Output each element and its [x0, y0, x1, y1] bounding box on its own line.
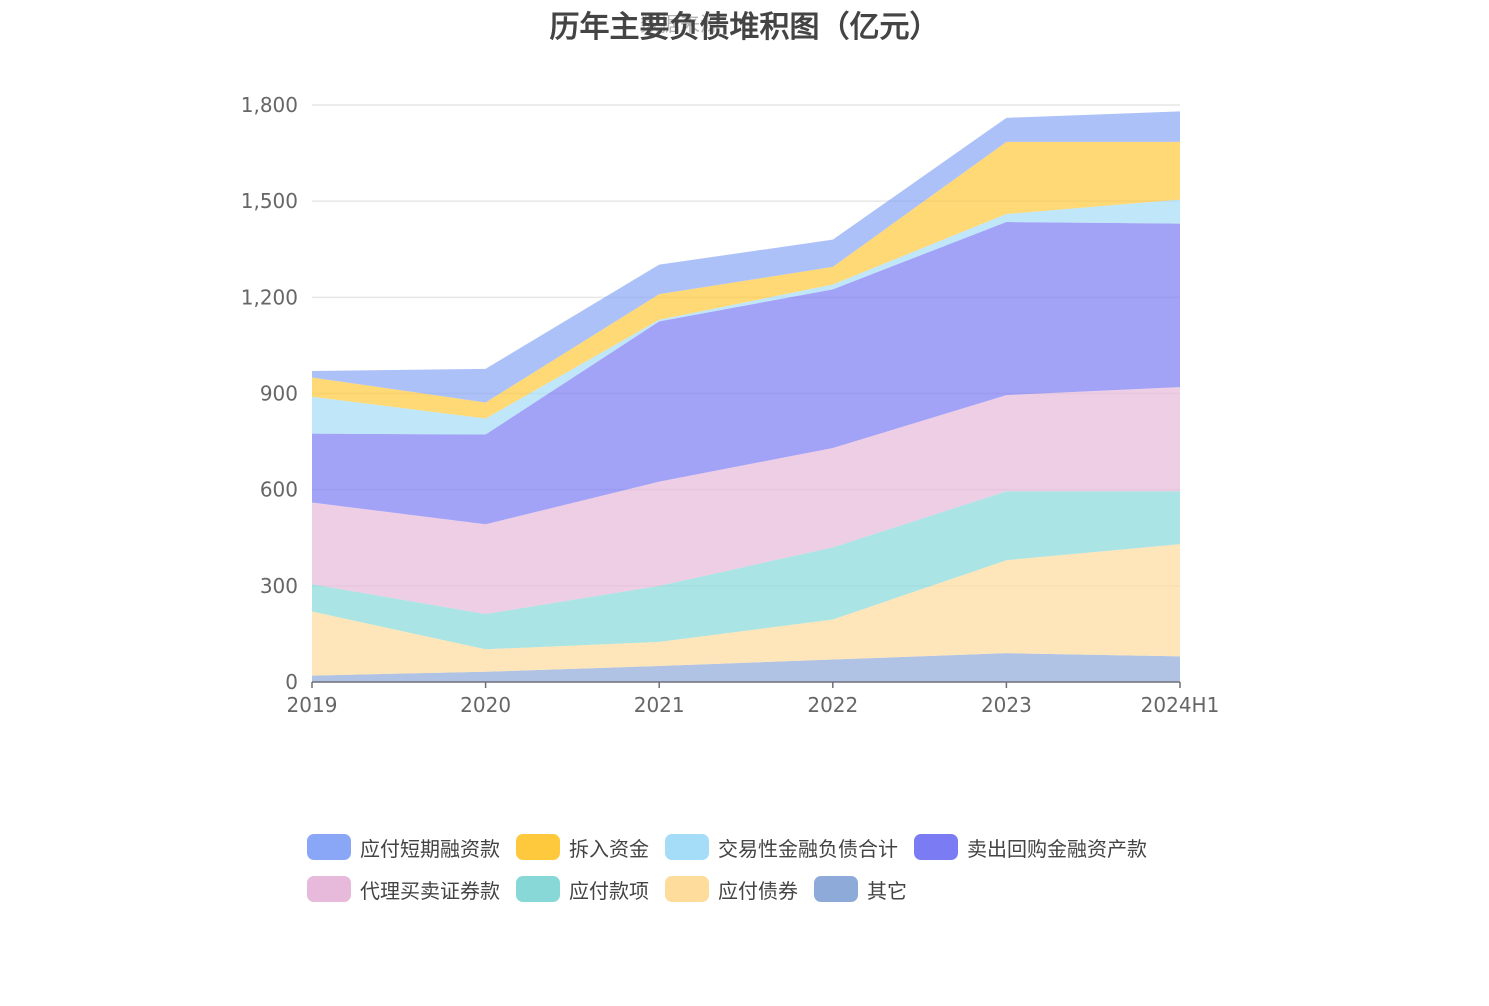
- legend-label: 代理买卖证券款: [360, 878, 500, 903]
- area-series-layer: [312, 111, 1180, 682]
- y-tick-label: 1,800: [241, 93, 298, 117]
- area-应付债券[interactable]: [312, 544, 1180, 676]
- legend-item[interactable]: 代理买卖证券款: [307, 875, 500, 904]
- axes: 0 300 600 900 1,200 1,500 1,800 2019 2020 2021 202…: [241, 93, 1220, 717]
- area-拆入资金[interactable]: [312, 141, 1180, 419]
- legend-swatch: [914, 834, 958, 860]
- legend-item[interactable]: 交易性金融负债合计: [665, 833, 898, 862]
- legend-row: 应付短期融资款 拆入资金 交易性金融负债合计 卖出回购金融资产款: [307, 826, 1207, 868]
- area-其它[interactable]: [312, 653, 1180, 682]
- area-卖出回购金融资产款[interactable]: [312, 222, 1180, 525]
- legend-swatch: [307, 834, 351, 860]
- legend-swatch: [665, 834, 709, 860]
- legend-label: 应付短期融资款: [360, 836, 500, 861]
- watermark-text: 数据来源: [640, 12, 720, 36]
- y-tick-label: 1,500: [241, 189, 298, 213]
- legend: 应付短期融资款 拆入资金 交易性金融负债合计 卖出回购金融资产款 代理买卖证券款 应付款…: [307, 826, 1207, 910]
- legend-label: 其它: [867, 878, 907, 903]
- legend-swatch: [814, 876, 858, 902]
- x-tick-label: 2021: [634, 693, 685, 717]
- legend-swatch: [307, 876, 351, 902]
- x-tick-label: 2024H1: [1141, 693, 1220, 717]
- x-tick-label: 2022: [807, 693, 858, 717]
- area-应付短期融资款[interactable]: [312, 111, 1180, 403]
- y-tick-label: 900: [260, 382, 298, 406]
- legend-row: 代理买卖证券款 应付款项 应付债券 其它: [307, 868, 1207, 910]
- legend-item[interactable]: 应付款项: [516, 875, 649, 904]
- legend-item[interactable]: 拆入资金: [516, 833, 649, 862]
- x-tick-label: 2023: [981, 693, 1032, 717]
- y-tick-label: 600: [260, 478, 298, 502]
- legend-item[interactable]: 应付短期融资款: [307, 833, 500, 862]
- legend-swatch: [665, 876, 709, 902]
- x-tick-label: 2020: [460, 693, 511, 717]
- legend-item[interactable]: 卖出回购金融资产款: [914, 833, 1147, 862]
- legend-label: 应付债券: [718, 878, 798, 903]
- y-tick-label: 0: [285, 670, 298, 694]
- chart-title: 历年主要负债堆积图（亿元）: [549, 10, 940, 45]
- y-tick-label: 300: [260, 574, 298, 598]
- legend-label: 卖出回购金融资产款: [967, 836, 1147, 861]
- legend-item[interactable]: 应付债券: [665, 875, 798, 904]
- area-交易性金融负债合计[interactable]: [312, 199, 1180, 435]
- area-代理买卖证券款[interactable]: [312, 387, 1180, 615]
- legend-swatch: [516, 876, 560, 902]
- x-tick-label: 2019: [287, 693, 338, 717]
- legend-label: 交易性金融负债合计: [718, 836, 898, 861]
- area-应付款项[interactable]: [312, 491, 1180, 650]
- legend-label: 应付款项: [569, 878, 649, 903]
- y-tick-label: 1,200: [241, 285, 298, 309]
- legend-item[interactable]: 其它: [814, 875, 907, 904]
- legend-label: 拆入资金: [569, 836, 649, 861]
- legend-swatch: [516, 834, 560, 860]
